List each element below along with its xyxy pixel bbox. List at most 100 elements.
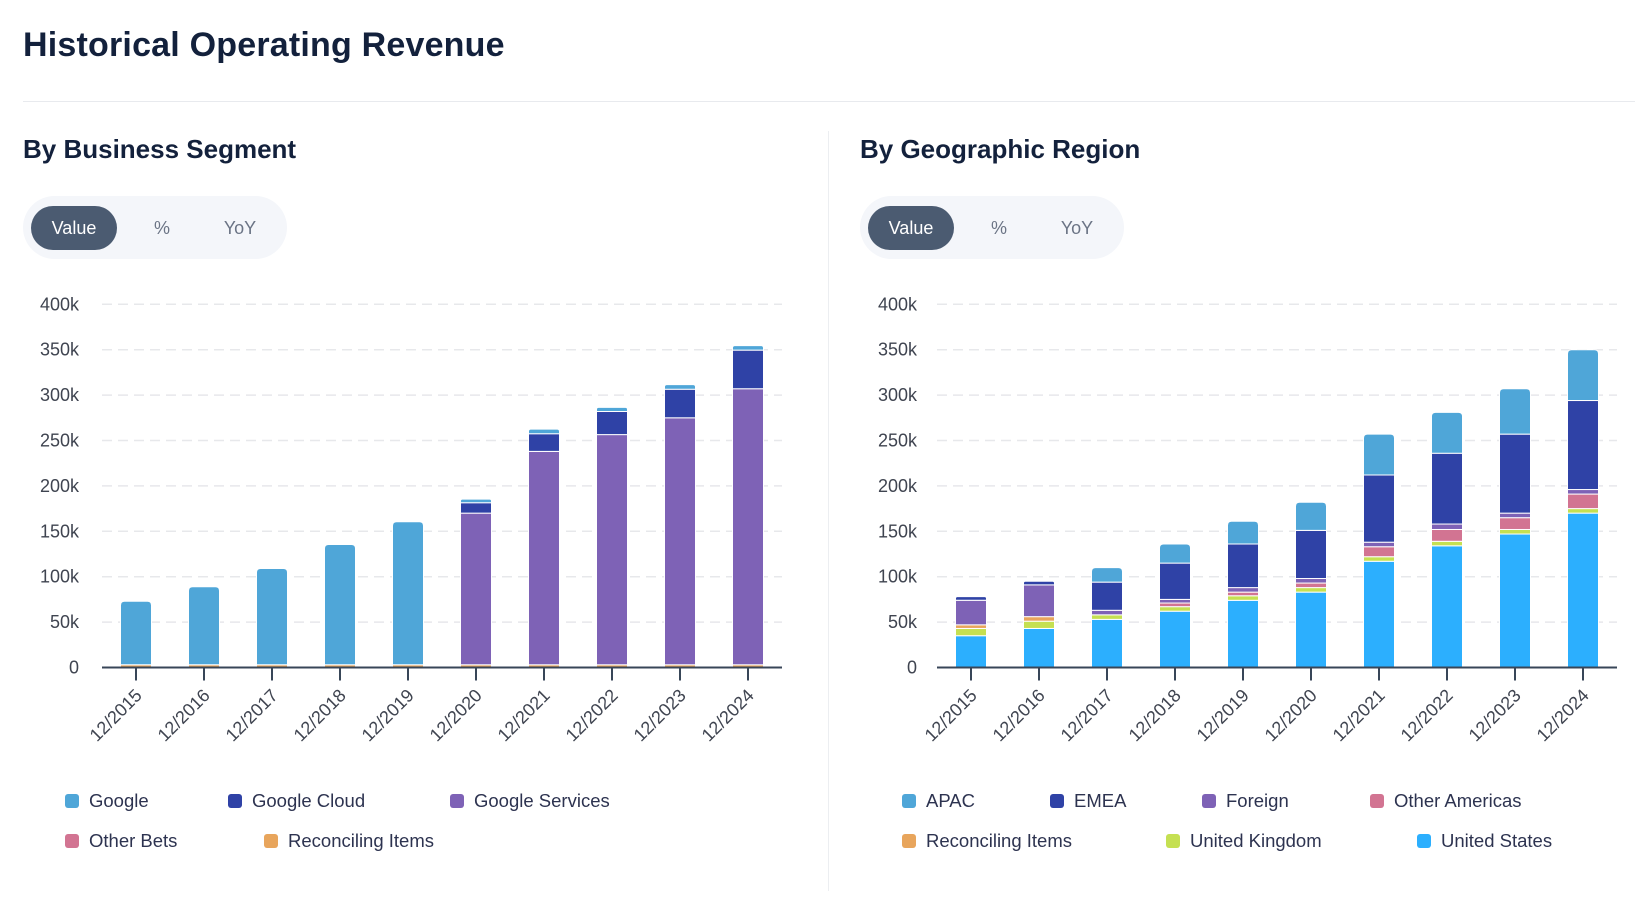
bar-segment-united-kingdom[interactable] bbox=[1363, 556, 1395, 562]
bar-segment-foreign[interactable] bbox=[1499, 512, 1531, 519]
bar-segment-foreign[interactable] bbox=[1567, 489, 1599, 495]
bar-segment-emea[interactable] bbox=[955, 596, 987, 601]
bar-segment-apac[interactable] bbox=[1295, 501, 1327, 531]
bar-segment-united-kingdom[interactable] bbox=[1295, 587, 1327, 593]
bar-segment-google[interactable] bbox=[324, 543, 356, 666]
toggle-yoy-button[interactable]: YoY bbox=[223, 218, 257, 238]
legend-item-united-kingdom[interactable]: United Kingdom bbox=[1166, 830, 1322, 852]
stacked-bar-12-2022[interactable] bbox=[596, 406, 628, 669]
bar-segment-united-kingdom[interactable] bbox=[1431, 540, 1463, 547]
stacked-bar-12-2015[interactable] bbox=[120, 600, 152, 669]
bar-segment-apac[interactable] bbox=[1363, 433, 1395, 476]
stacked-bar-12-2015[interactable] bbox=[955, 596, 987, 668]
bar-segment-other-americas[interactable] bbox=[1567, 493, 1599, 510]
bar-segment-other-americas[interactable] bbox=[1159, 602, 1191, 608]
bar-segment-emea[interactable] bbox=[1295, 529, 1327, 580]
bar-segment-united-kingdom[interactable] bbox=[1499, 528, 1531, 535]
bar-segment-other-americas[interactable] bbox=[1499, 517, 1531, 530]
bar-segment-google[interactable] bbox=[664, 384, 696, 390]
bar-segment-other-americas[interactable] bbox=[1227, 591, 1259, 597]
bar-segment-google[interactable] bbox=[528, 428, 560, 435]
bar-segment-united-states[interactable] bbox=[1159, 610, 1191, 668]
toggle-value-button[interactable]: Value bbox=[868, 206, 954, 250]
bar-segment-foreign[interactable] bbox=[1431, 523, 1463, 530]
bar-segment-google[interactable] bbox=[256, 568, 288, 666]
legend-item-reconciling-items[interactable]: Reconciling Items bbox=[902, 830, 1072, 852]
bar-segment-united-states[interactable] bbox=[1023, 627, 1055, 668]
legend-item-google-services[interactable]: Google Services bbox=[450, 790, 610, 812]
stacked-bar-12-2022[interactable] bbox=[1431, 411, 1463, 668]
stacked-bar-12-2020[interactable] bbox=[460, 498, 492, 669]
bar-segment-google-services[interactable] bbox=[596, 434, 628, 666]
bar-segment-united-states[interactable] bbox=[1091, 618, 1123, 668]
bar-segment-emea[interactable] bbox=[1159, 562, 1191, 600]
toggle-percent-button[interactable]: % bbox=[153, 218, 170, 238]
stacked-bar-12-2019[interactable] bbox=[392, 521, 424, 669]
bar-segment-google-services[interactable] bbox=[528, 450, 560, 666]
bar-segment-google-services[interactable] bbox=[664, 417, 696, 666]
bar-segment-united-states[interactable] bbox=[1295, 591, 1327, 668]
bar-segment-apac[interactable] bbox=[1499, 388, 1531, 435]
bar-segment-apac[interactable] bbox=[1227, 520, 1259, 545]
stacked-bar-12-2016[interactable] bbox=[1023, 580, 1055, 668]
bar-segment-emea[interactable] bbox=[1499, 433, 1531, 514]
bar-segment-google[interactable] bbox=[596, 406, 628, 412]
legend-item-other-bets[interactable]: Other Bets bbox=[65, 830, 177, 852]
bar-segment-google[interactable] bbox=[392, 521, 424, 666]
stacked-bar-12-2017[interactable] bbox=[1091, 567, 1123, 668]
bar-segment-foreign[interactable] bbox=[1227, 587, 1259, 593]
bar-segment-united-kingdom[interactable] bbox=[1159, 606, 1191, 612]
bar-segment-emea[interactable] bbox=[1431, 452, 1463, 525]
bar-segment-other-americas[interactable] bbox=[1295, 582, 1327, 589]
bar-segment-united-kingdom[interactable] bbox=[1567, 508, 1599, 514]
bar-segment-united-states[interactable] bbox=[1363, 560, 1395, 668]
bar-segment-foreign[interactable] bbox=[1159, 598, 1191, 604]
bar-segment-united-states[interactable] bbox=[1227, 599, 1259, 668]
toggle-yoy-button[interactable]: YoY bbox=[1060, 218, 1094, 238]
bar-segment-google[interactable] bbox=[120, 600, 152, 666]
bar-segment-emea[interactable] bbox=[1091, 581, 1123, 611]
bar-segment-united-kingdom[interactable] bbox=[1227, 595, 1259, 601]
stacked-bar-12-2018[interactable] bbox=[1159, 543, 1191, 668]
bar-segment-emea[interactable] bbox=[1227, 543, 1259, 589]
legend-item-foreign[interactable]: Foreign bbox=[1202, 790, 1289, 812]
bar-segment-united-states[interactable] bbox=[1567, 512, 1599, 669]
bar-segment-emea[interactable] bbox=[1363, 474, 1395, 543]
bar-segment-google[interactable] bbox=[188, 586, 220, 666]
bar-segment-other-americas[interactable] bbox=[1363, 546, 1395, 558]
toggle-percent-button[interactable]: % bbox=[990, 218, 1007, 238]
bar-segment-other-americas[interactable] bbox=[1431, 528, 1463, 542]
bar-segment-united-states[interactable] bbox=[955, 635, 987, 668]
stacked-bar-12-2017[interactable] bbox=[256, 568, 288, 669]
bar-segment-google-services[interactable] bbox=[460, 512, 492, 666]
stacked-bar-12-2024[interactable] bbox=[1567, 349, 1599, 669]
stacked-bar-12-2019[interactable] bbox=[1227, 520, 1259, 668]
bar-segment-united-kingdom[interactable] bbox=[1023, 620, 1055, 629]
bar-segment-foreign[interactable] bbox=[955, 599, 987, 626]
legend-item-reconciling-items[interactable]: Reconciling Items bbox=[264, 830, 434, 852]
bar-segment-emea[interactable] bbox=[1567, 400, 1599, 491]
legend-item-emea[interactable]: EMEA bbox=[1050, 790, 1126, 812]
bar-segment-google[interactable] bbox=[460, 498, 492, 504]
bar-segment-reconciling-items[interactable] bbox=[955, 624, 987, 629]
bar-segment-united-states[interactable] bbox=[1499, 533, 1531, 668]
bar-segment-google-services[interactable] bbox=[732, 388, 764, 666]
toggle-value-button[interactable]: Value bbox=[31, 206, 117, 250]
stacked-bar-12-2023[interactable] bbox=[664, 384, 696, 669]
bar-segment-apac[interactable] bbox=[1567, 349, 1599, 402]
bar-segment-foreign[interactable] bbox=[1295, 578, 1327, 584]
stacked-bar-12-2021[interactable] bbox=[528, 428, 560, 669]
bar-segment-apac[interactable] bbox=[1091, 567, 1123, 583]
stacked-bar-12-2023[interactable] bbox=[1499, 388, 1531, 668]
legend-item-apac[interactable]: APAC bbox=[902, 790, 975, 812]
bar-segment-google[interactable] bbox=[732, 345, 764, 351]
stacked-bar-12-2016[interactable] bbox=[188, 586, 220, 669]
legend-item-united-states[interactable]: United States bbox=[1417, 830, 1552, 852]
bar-segment-emea[interactable] bbox=[1023, 580, 1055, 586]
bar-segment-united-kingdom[interactable] bbox=[955, 627, 987, 637]
legend-item-other-americas[interactable]: Other Americas bbox=[1370, 790, 1522, 812]
legend-item-google[interactable]: Google bbox=[65, 790, 149, 812]
bar-segment-apac[interactable] bbox=[1159, 543, 1191, 564]
bar-segment-foreign[interactable] bbox=[1091, 609, 1123, 616]
bar-segment-united-states[interactable] bbox=[1431, 545, 1463, 668]
